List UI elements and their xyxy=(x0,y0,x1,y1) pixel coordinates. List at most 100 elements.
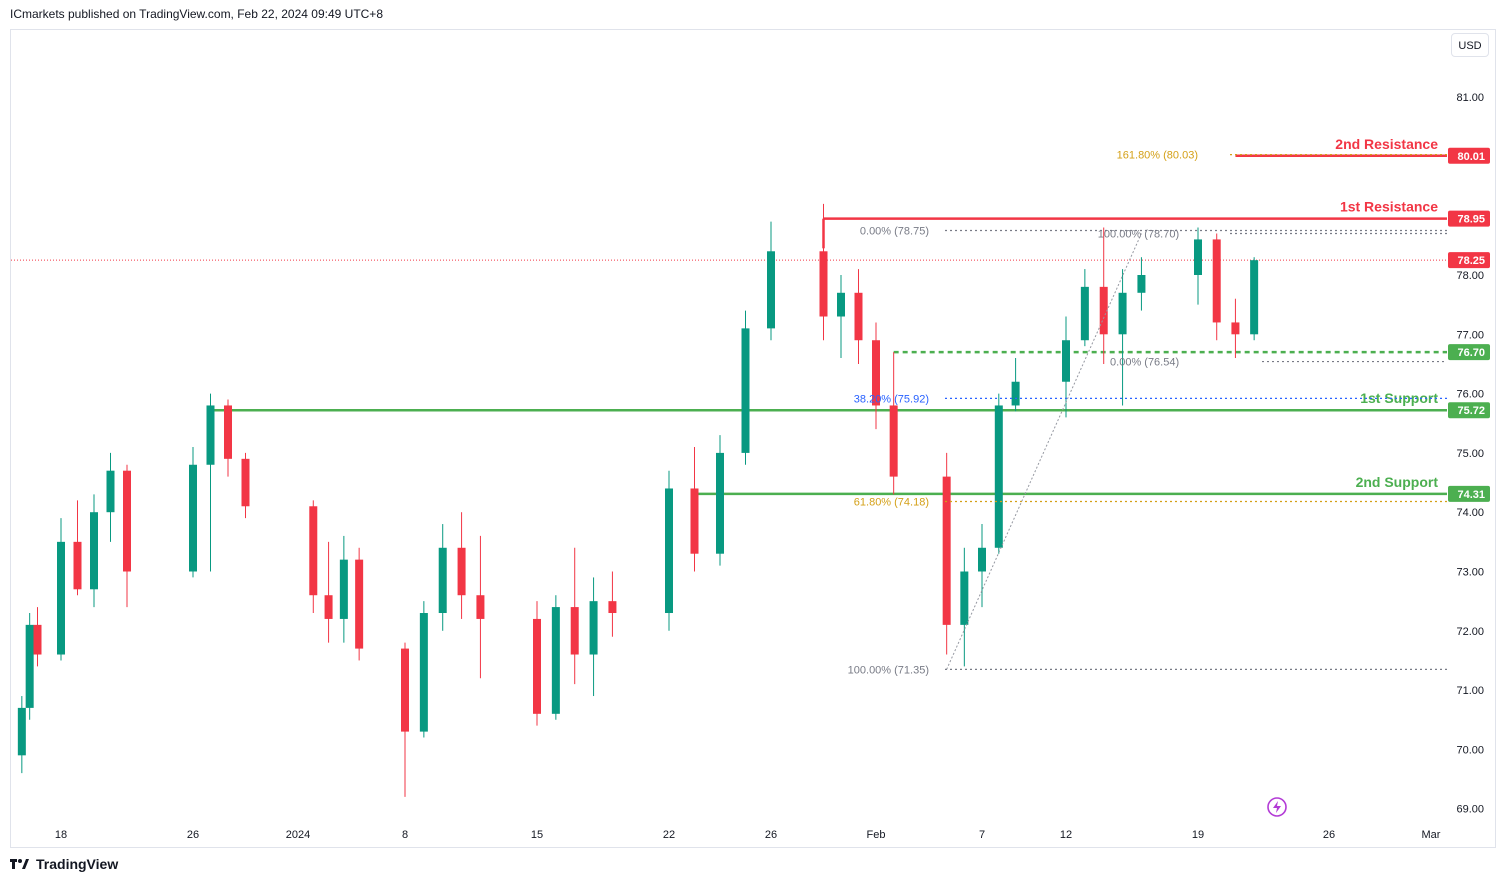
candle xyxy=(1194,227,1202,305)
price-tag-value: 75.72 xyxy=(1457,405,1485,417)
candle xyxy=(324,541,333,643)
price-tag: 78.95 xyxy=(1448,210,1490,227)
currency-button[interactable]: USD xyxy=(1451,33,1489,57)
x-tick-label: Mar xyxy=(1422,829,1441,841)
fib-label: 61.80% (74.18) xyxy=(854,497,929,509)
candle-body xyxy=(1062,340,1070,382)
fib-label: 161.80% (80.03) xyxy=(1117,150,1198,162)
candle xyxy=(1118,269,1127,406)
candle xyxy=(355,547,364,661)
candle-body xyxy=(872,340,880,406)
candle xyxy=(690,446,699,572)
candle-body xyxy=(570,607,579,655)
y-tick-label: 69.00 xyxy=(1456,804,1484,816)
y-tick-label: 74.00 xyxy=(1456,507,1484,519)
tradingview-icon xyxy=(10,859,29,869)
candle-body xyxy=(476,595,485,619)
levels-layer: 2nd Resistance 1st Resistance 1st Support 2… xyxy=(11,136,1447,496)
candle xyxy=(1212,233,1221,341)
candle xyxy=(889,352,898,495)
fib-layer: 0.00% (78.75) 38.20% (75.92) 61.80% (74.18… xyxy=(848,150,1447,676)
y-tick-label: 73.00 xyxy=(1456,567,1484,579)
candle-body xyxy=(978,547,986,572)
y-tick-label: 78.00 xyxy=(1456,270,1484,282)
candle xyxy=(854,269,863,364)
candle xyxy=(206,393,215,572)
candles-layer xyxy=(17,203,1259,797)
x-tick-label: 18 xyxy=(55,829,67,841)
price-tag: 75.72 xyxy=(1448,402,1490,419)
price-tag-bg xyxy=(1448,147,1490,164)
fib-label: 0.00% (76.54) xyxy=(1110,357,1179,369)
candle-body xyxy=(589,601,598,655)
candle xyxy=(1099,227,1108,364)
candle xyxy=(767,221,775,341)
candle xyxy=(994,393,1003,554)
x-tick-label: 7 xyxy=(979,829,985,841)
fib-trend-line xyxy=(946,233,1142,670)
brand-name: TradingView xyxy=(36,856,119,872)
candle-body xyxy=(942,476,951,625)
candle-body xyxy=(716,452,724,554)
x-tick-label: 15 xyxy=(531,829,543,841)
candle-body xyxy=(241,458,250,507)
candle xyxy=(1062,316,1070,418)
fib-label: 100.00% (78.70) xyxy=(1098,228,1179,240)
y-tick-label: 76.00 xyxy=(1456,389,1484,401)
level-label: 1st Support xyxy=(1360,390,1438,406)
candle-body xyxy=(17,707,26,756)
level-label: 2nd Support xyxy=(1356,474,1439,490)
x-tick-label: 22 xyxy=(663,829,675,841)
candle xyxy=(716,435,724,566)
candle xyxy=(419,601,428,738)
candle xyxy=(90,494,98,608)
candle-body xyxy=(665,488,673,614)
candle xyxy=(589,577,598,697)
candle-body xyxy=(854,292,863,341)
price-tag-value: 78.95 xyxy=(1457,214,1485,226)
candle-body xyxy=(551,607,560,714)
candle xyxy=(533,601,541,726)
candle xyxy=(1137,257,1146,311)
candle xyxy=(1011,358,1020,412)
fib-label: 38.20% (75.92) xyxy=(854,393,929,405)
candle xyxy=(224,399,232,477)
x-tick-label: 8 xyxy=(402,829,408,841)
candle xyxy=(57,518,65,661)
candle xyxy=(25,613,34,720)
candle xyxy=(106,452,115,542)
candle xyxy=(401,642,409,797)
candle xyxy=(241,452,250,519)
level-label: 1st Resistance xyxy=(1340,199,1438,215)
price-tag-bg xyxy=(1448,252,1490,269)
candle-body xyxy=(889,405,898,477)
candle-body xyxy=(1250,260,1259,335)
price-tag-bg xyxy=(1448,344,1490,361)
candle xyxy=(608,571,617,637)
candle xyxy=(570,547,579,685)
x-tick-label: 26 xyxy=(765,829,777,841)
candle xyxy=(123,464,131,608)
candle-body xyxy=(339,559,348,619)
flash-icon[interactable] xyxy=(1267,797,1287,817)
candle-body xyxy=(438,547,447,614)
price-tag-bg xyxy=(1448,485,1490,502)
price-tag-value: 76.70 xyxy=(1457,347,1485,359)
candle-body xyxy=(206,405,215,465)
candle-body xyxy=(309,506,318,596)
candle-body xyxy=(123,470,131,572)
candle xyxy=(872,322,880,430)
candle xyxy=(741,310,750,465)
price-tag-bg xyxy=(1448,210,1490,227)
candle xyxy=(819,203,828,341)
candle-body xyxy=(994,405,1003,548)
candle xyxy=(457,512,466,619)
candle-body xyxy=(1194,239,1202,275)
x-tick-label: 26 xyxy=(1323,829,1335,841)
candle-body xyxy=(33,624,42,655)
candle-body xyxy=(401,648,409,732)
candle-body xyxy=(419,613,428,732)
candle xyxy=(33,607,42,667)
y-tick-label: 81.00 xyxy=(1456,92,1484,104)
